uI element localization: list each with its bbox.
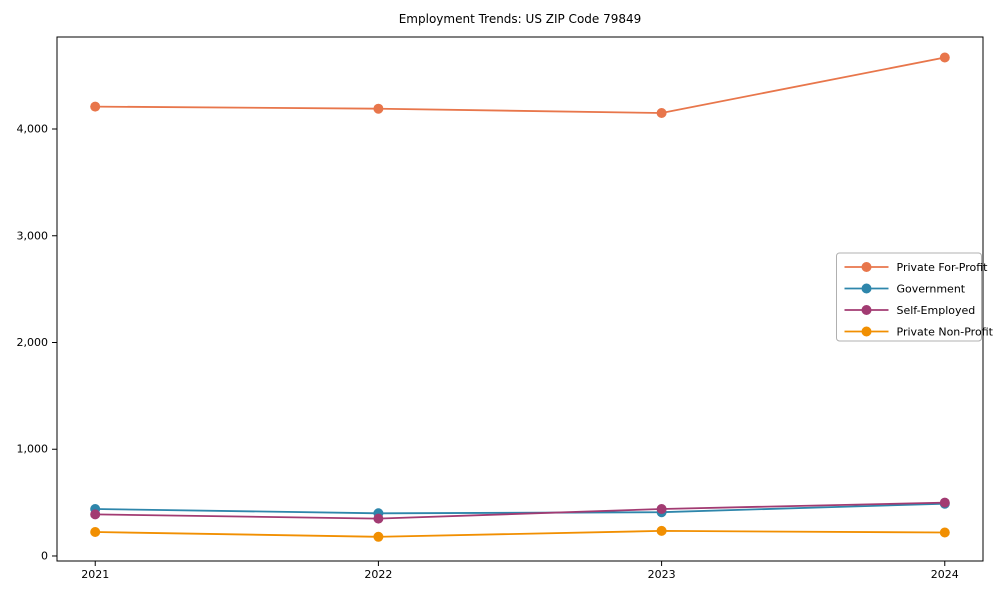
- y-tick-label: 4,000: [17, 123, 49, 136]
- data-point-private-non-profit: [373, 531, 384, 542]
- data-point-self-employed: [939, 497, 950, 508]
- data-point-private-for-profit: [656, 108, 667, 118]
- y-tick-label: 0: [41, 549, 48, 562]
- data-point-private-for-profit: [373, 103, 384, 114]
- data-point-self-employed: [373, 513, 384, 524]
- axes-border: [56, 36, 984, 562]
- legend-label-private-non-profit: Private Non-Profit: [897, 326, 994, 339]
- legend-box: [836, 252, 982, 342]
- legend-label-private-for-profit: Private For-Profit: [897, 261, 989, 274]
- y-tick-label: 3,000: [17, 229, 49, 242]
- series-line-government: [95, 502, 945, 515]
- y-tick-label: 2,000: [17, 336, 49, 349]
- data-point-private-for-profit: [90, 101, 101, 112]
- y-tick-label: 1,000: [17, 443, 49, 456]
- data-point-private-non-profit: [90, 527, 101, 537]
- legend-marker-self-employed: [861, 305, 872, 315]
- legend-label-self-employed: Self-Employed: [897, 304, 976, 317]
- data-point-self-employed: [656, 504, 667, 514]
- x-tick-label: 2023: [648, 568, 676, 581]
- x-tick-label: 2022: [364, 568, 392, 581]
- series-line-private-non-profit: [95, 529, 945, 538]
- plot-area: 0 1,000 2,000 3,000 4,000 2021 2022 2023 2024: [17, 36, 984, 581]
- legend-marker-private-for-profit: [861, 262, 872, 272]
- chart-title: Employment Trends: US ZIP Code 79849: [399, 12, 642, 26]
- legend: Private For-Profit Government Self-Employe…: [836, 252, 994, 342]
- x-tick-label: 2021: [81, 568, 109, 581]
- data-point-private-non-profit: [656, 525, 667, 536]
- data-point-private-non-profit: [939, 527, 950, 538]
- data-point-private-for-profit: [939, 52, 950, 63]
- series-line-self-employed: [95, 501, 945, 520]
- legend-marker-government: [861, 283, 872, 294]
- legend-label-government: Government: [897, 283, 966, 296]
- x-tick-label: 2024: [931, 568, 959, 581]
- series-line-private-for-profit: [95, 56, 945, 114]
- data-point-self-employed: [90, 509, 101, 520]
- legend-marker-private-non-profit: [861, 326, 872, 337]
